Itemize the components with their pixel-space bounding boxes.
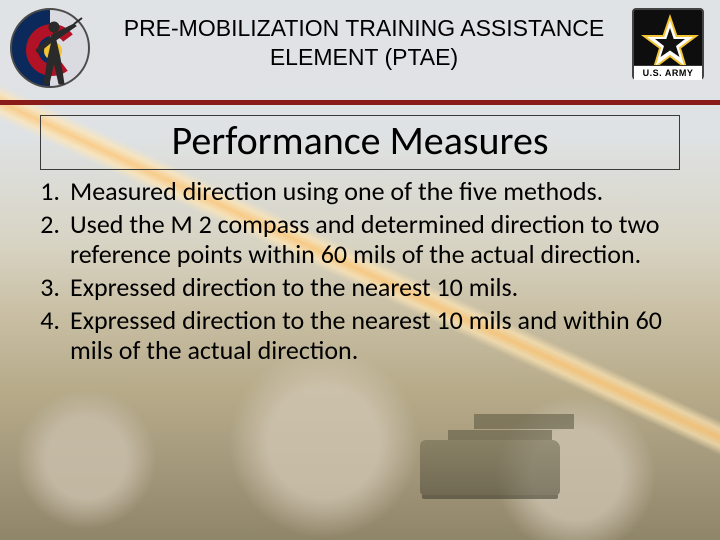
subtitle-box: Performance Measures	[40, 115, 680, 170]
us-army-caption: U.S. ARMY	[634, 65, 702, 80]
list-item-text: Used the M 2 compass and determined dire…	[70, 209, 692, 270]
subtitle-text: Performance Measures	[49, 116, 671, 165]
list-item-text: Measured direction using one of the five…	[70, 176, 692, 207]
us-army-badge-icon: U.S. ARMY	[632, 8, 704, 80]
list-item-text: Expressed direction to the nearest 10 mi…	[70, 305, 692, 366]
header-title-line2: ELEMENT (PTAE)	[270, 44, 458, 70]
logo-left	[10, 8, 96, 94]
header-title-line1: PRE-MOBILIZATION TRAINING ASSISTANCE	[124, 15, 605, 41]
slide-header: PRE-MOBILIZATION TRAINING ASSISTANCE ELE…	[0, 0, 720, 105]
logo-right: U.S. ARMY	[632, 8, 710, 100]
list-item: Measured direction using one of the five…	[28, 176, 692, 207]
list-item-text: Expressed direction to the nearest 10 mi…	[70, 272, 692, 303]
colorado-badge-icon	[10, 8, 90, 88]
list-item: Used the M 2 compass and determined dire…	[28, 209, 692, 270]
header-title: PRE-MOBILIZATION TRAINING ASSISTANCE ELE…	[96, 8, 632, 72]
list-item: Expressed direction to the nearest 10 mi…	[28, 272, 692, 303]
list-item: Expressed direction to the nearest 10 mi…	[28, 305, 692, 366]
performance-measures-list: Measured direction using one of the five…	[28, 176, 692, 366]
